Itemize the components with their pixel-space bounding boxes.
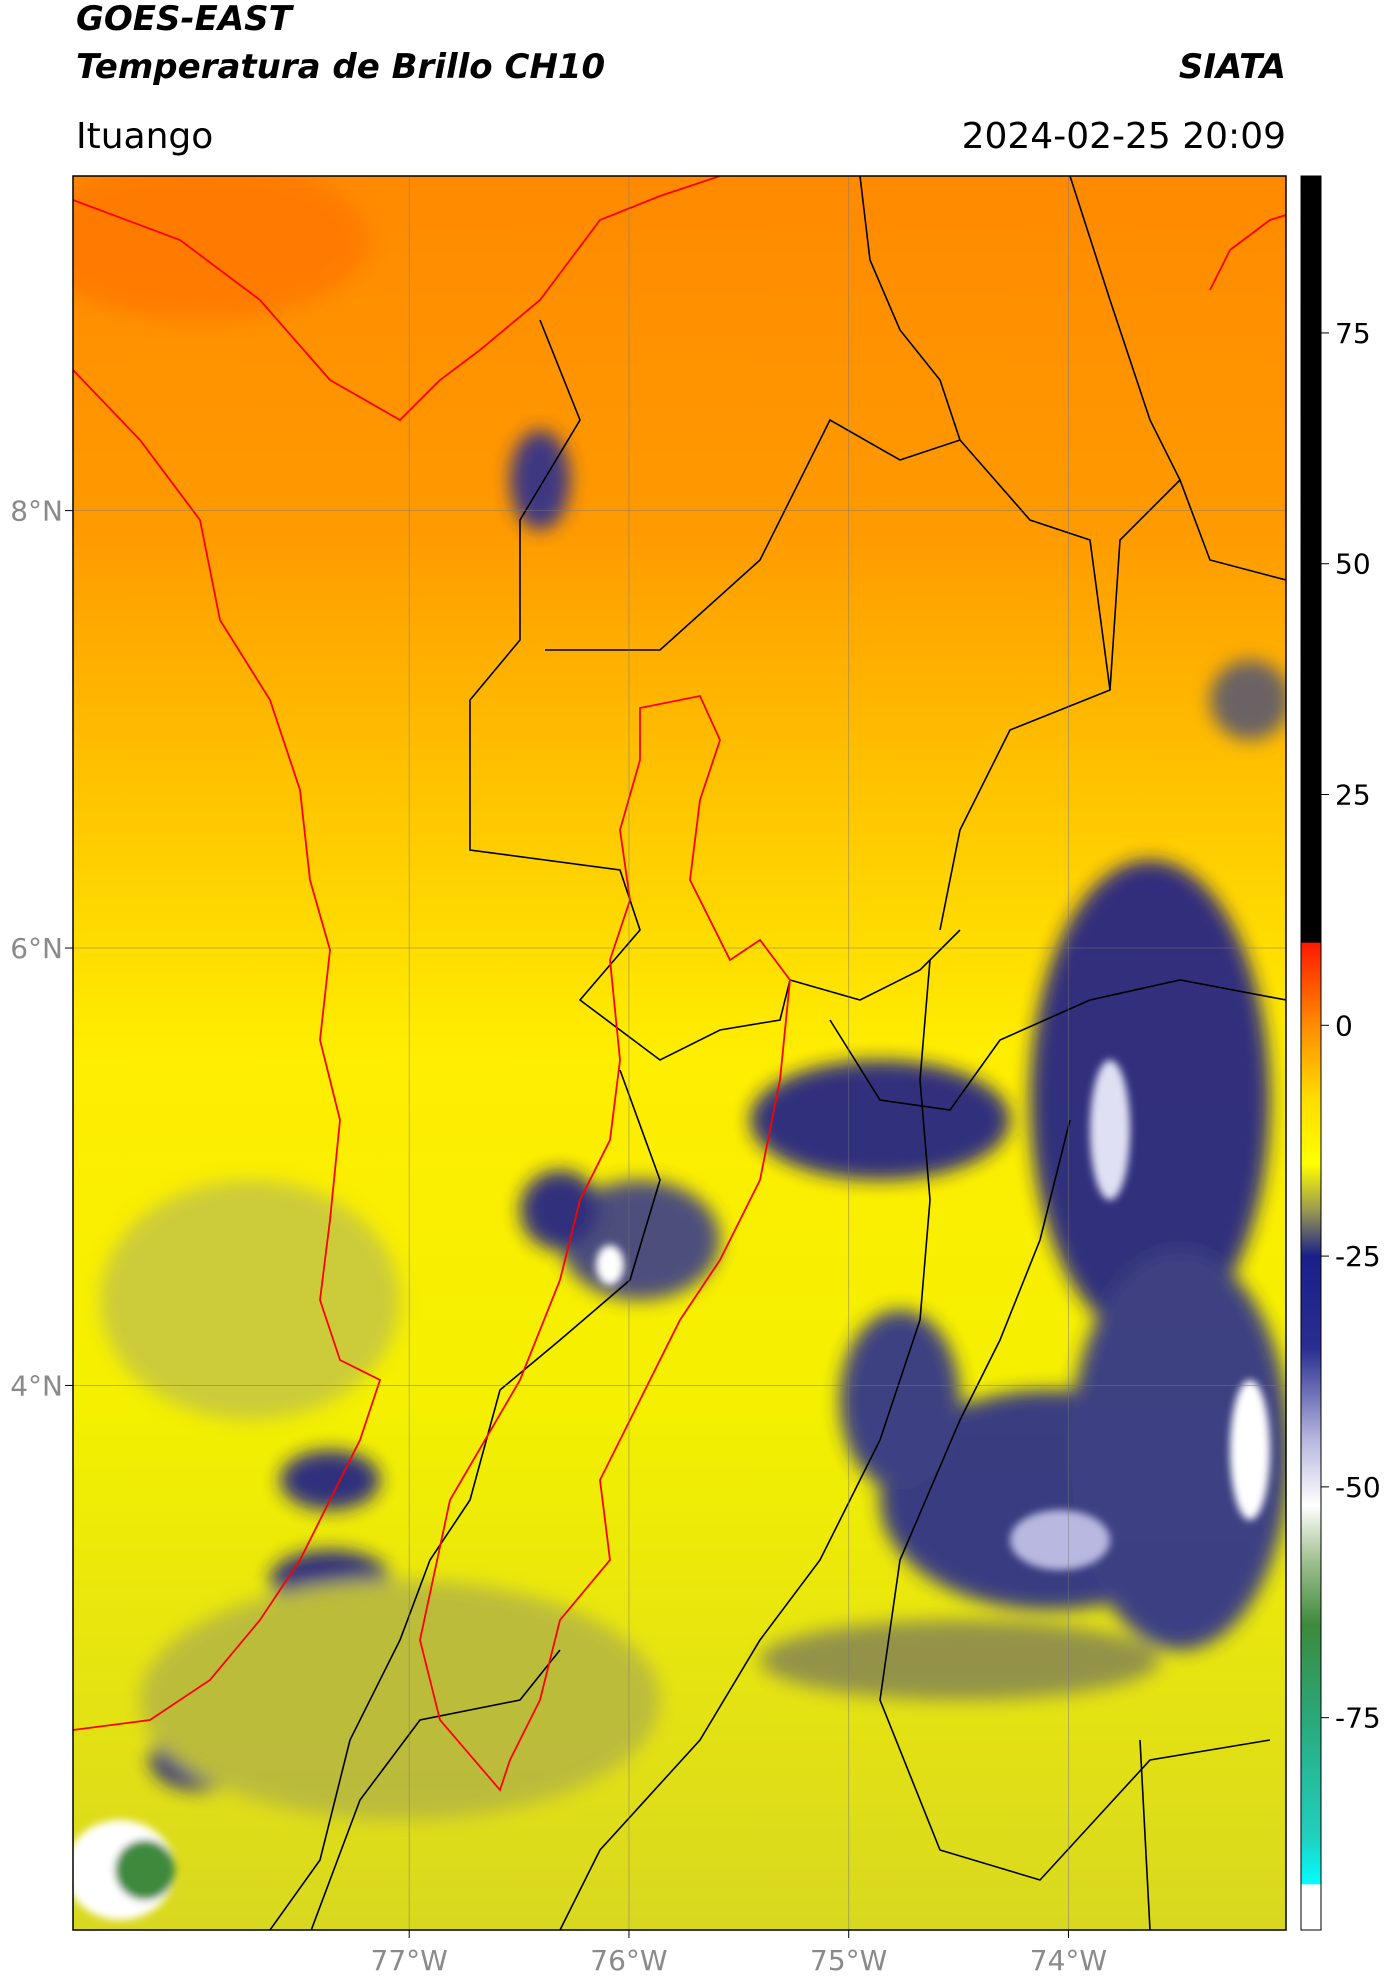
colorbar-label: 75 bbox=[1335, 317, 1371, 350]
colorbar bbox=[1300, 175, 1322, 1931]
colorbar-label: -75 bbox=[1335, 1702, 1381, 1735]
colorbar-label: -25 bbox=[1335, 1240, 1381, 1273]
datetime: 2024-02-25 20:09 bbox=[962, 116, 1286, 157]
lon-label: 76°W bbox=[590, 1944, 667, 1977]
lon-label: 77°W bbox=[371, 1944, 448, 1977]
colorbar-label: -50 bbox=[1335, 1471, 1381, 1504]
graticule bbox=[65, 176, 1286, 1938]
subtitle: Temperatura de Brillo CH10 bbox=[76, 47, 605, 87]
title: GOES-EAST bbox=[76, 0, 295, 39]
source: SIATA bbox=[1179, 47, 1286, 87]
colorbar-label: 50 bbox=[1335, 548, 1371, 581]
colorbar-label: 25 bbox=[1335, 779, 1371, 812]
lat-label: 8°N bbox=[10, 495, 63, 528]
satellite-image bbox=[73, 176, 1286, 1930]
lat-label: 4°N bbox=[10, 1369, 63, 1402]
colorbar-label: 0 bbox=[1335, 1009, 1353, 1042]
map-frame bbox=[72, 175, 1287, 1931]
lat-label: 6°N bbox=[10, 932, 63, 965]
lon-label: 75°W bbox=[810, 1944, 887, 1977]
location: Ituango bbox=[76, 116, 213, 157]
lon-label: 74°W bbox=[1030, 1944, 1107, 1977]
